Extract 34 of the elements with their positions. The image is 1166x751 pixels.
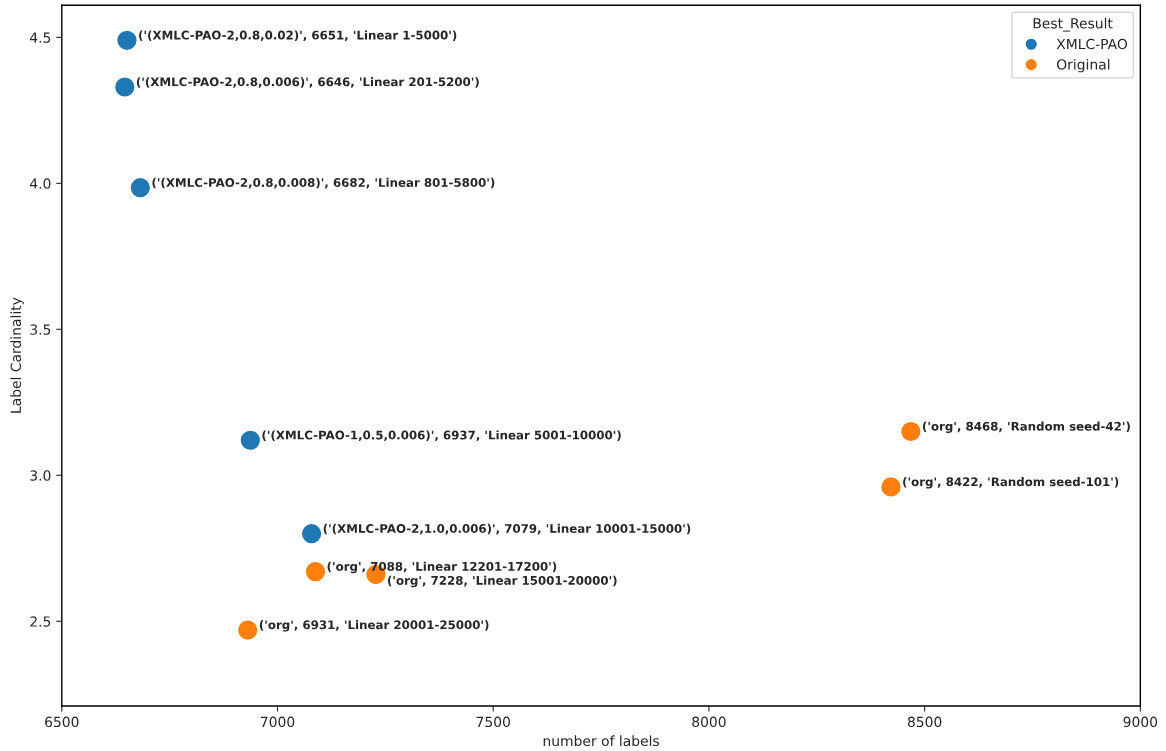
point bbox=[879, 475, 902, 498]
legend-label: XMLC-PAO bbox=[1056, 38, 1128, 50]
annotation: ('(XMLC-PAO-1,0.5,0.006)', 6937, 'Linear 5001-10000') bbox=[262, 430, 621, 442]
annotation: ('org', 8422, 'Random seed-101') bbox=[903, 477, 1119, 489]
point bbox=[115, 29, 138, 52]
point bbox=[239, 429, 262, 452]
x-axis-title: number of labels bbox=[543, 735, 660, 747]
legend-title: Best_Result bbox=[1033, 17, 1113, 32]
annotation: ('org', 8468, 'Random seed-42') bbox=[922, 421, 1130, 434]
annotation: ('(XMLC-PAO-2,0.8,0.02)', 6651, 'Linear 1-5000') bbox=[139, 30, 457, 42]
annotation: ('org', 6931, 'Linear 20001-25000') bbox=[259, 620, 489, 632]
point bbox=[113, 76, 136, 98]
y-tick-label: 3.5 bbox=[30, 324, 51, 335]
x-tick-label: 9000 bbox=[1123, 716, 1158, 728]
x-tick-label: 7500 bbox=[476, 716, 510, 728]
y-axis-title: Label Cardinality bbox=[10, 297, 24, 413]
legend-label: Original bbox=[1057, 58, 1110, 73]
point bbox=[129, 176, 152, 199]
x-tick-label: 6500 bbox=[45, 716, 79, 728]
y-tick-label: 4.0 bbox=[29, 178, 51, 189]
x-tick-label: 7000 bbox=[260, 716, 295, 728]
y-tick-label: 3.0 bbox=[30, 470, 51, 481]
y-tick-label: 4.5 bbox=[29, 32, 51, 43]
annotation: ('(XMLC-PAO-2,0.8,0.006)', 6646, 'Linear 201-5200') bbox=[136, 77, 479, 88]
x-tick-label: 8000 bbox=[692, 716, 726, 728]
annotation: ('(XMLC-PAO-2,1.0,0.006)', 7079, 'Linear 10001-15000') bbox=[323, 523, 691, 535]
annotation: ('(XMLC-PAO-2,0.8,0.008)', 6682, 'Linear 801-5800') bbox=[152, 177, 495, 189]
point bbox=[300, 522, 323, 545]
point bbox=[236, 619, 259, 642]
x-tick-label: 8500 bbox=[907, 716, 942, 728]
annotation: ('org', 7228, 'Linear 15001-20000') bbox=[388, 575, 617, 588]
point bbox=[304, 560, 327, 583]
y-tick-label: 2.5 bbox=[30, 616, 51, 627]
point bbox=[899, 420, 922, 443]
